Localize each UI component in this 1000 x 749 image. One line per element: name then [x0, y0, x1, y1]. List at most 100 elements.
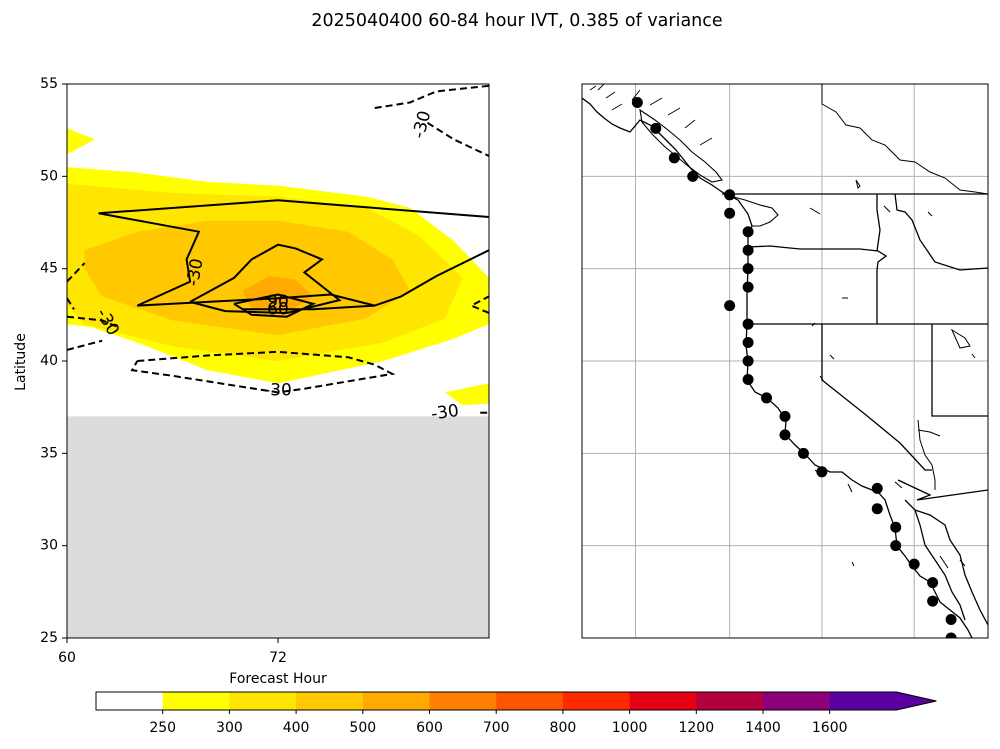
colorbar-cells	[95, 691, 937, 711]
map-axes-frame	[581, 83, 989, 639]
colorbar-tick-label: 1000	[612, 720, 648, 736]
station-point	[797, 447, 809, 459]
contour-line-neg30	[426, 121, 489, 157]
idaho-border	[876, 194, 881, 252]
contour-line-90	[233, 293, 317, 318]
station-point	[927, 595, 939, 607]
california-nevada-border	[821, 324, 932, 471]
contour-line-neg30	[469, 295, 489, 314]
y-tick-label: 25	[40, 630, 58, 646]
colorbar-tick-label: 1200	[678, 720, 714, 736]
idaho-montana-border	[894, 193, 988, 271]
colorbar-ticks: 250 300 400 500 600 700 800 1000 1200 1400 1600	[149, 710, 848, 736]
station-point	[650, 122, 662, 134]
puget-sound	[729, 195, 779, 227]
station-point	[668, 152, 680, 164]
station-point	[742, 244, 754, 256]
colorbar-tick-label: 1400	[745, 720, 781, 736]
baja-gulf-coast	[904, 499, 966, 621]
contour-line-neg30	[130, 350, 396, 394]
colorbar-cell	[429, 692, 497, 710]
filled-contours	[67, 128, 489, 638]
pacific-coastline	[582, 97, 973, 638]
colorbar-cell	[296, 692, 364, 710]
contour-line-neg30	[67, 315, 121, 329]
station-point	[687, 170, 699, 182]
map-panel	[581, 83, 989, 639]
colorbar-tick-label: 600	[416, 720, 443, 736]
colorbar-cell	[496, 692, 564, 710]
vancouver-island	[639, 108, 723, 183]
station-points	[631, 96, 957, 638]
washington-oregon-border	[747, 245, 888, 324]
colorbar-tick-label: 700	[483, 720, 510, 736]
colorbar-tick-label: 400	[283, 720, 310, 736]
station-point	[908, 558, 920, 570]
figure-title: 2025040400 60-84 hour IVT, 0.385 of vari…	[311, 11, 722, 31]
colorbar-cell	[696, 692, 764, 710]
contour-label: -30	[430, 401, 460, 425]
station-point	[779, 429, 791, 441]
contour-label: -30	[183, 257, 208, 288]
station-point	[890, 521, 902, 533]
map-borders	[582, 84, 988, 638]
mexico-sonora-coast	[914, 509, 988, 626]
y-axis-ticks: 25 30 35 40 45 50 55	[40, 76, 67, 646]
contour-label: 90	[267, 292, 289, 312]
filled-contour-250-300	[67, 128, 96, 155]
colorbar-tick-label: 500	[349, 720, 376, 736]
y-tick-label: 30	[40, 538, 58, 554]
utah-border	[931, 324, 988, 417]
station-point	[742, 263, 754, 275]
colorbar-cell	[162, 692, 230, 710]
contour-line-30	[374, 249, 489, 307]
colorbar: 250 300 400 500 600 700 800 1000 1200 1400 1600	[95, 691, 937, 736]
colorbar-cell	[362, 692, 430, 710]
colorbar-cell	[629, 692, 697, 710]
map-gridlines	[582, 84, 988, 638]
station-point	[890, 540, 902, 552]
colorbar-extend-arrow	[829, 692, 937, 710]
colorbar-cell	[562, 692, 631, 710]
station-point	[945, 614, 957, 626]
contour-line-60	[189, 243, 342, 315]
colorbar-tick-label: 250	[149, 720, 176, 736]
station-point	[945, 632, 957, 638]
colorbar-cell	[229, 692, 297, 710]
colorbar-tick-label: 300	[216, 720, 243, 736]
station-point	[631, 96, 643, 108]
colorbar-tick-label: 800	[550, 720, 577, 736]
colorbar-cell	[763, 692, 831, 710]
filled-contour-400-500	[84, 220, 410, 336]
contour-label: 60	[267, 299, 289, 319]
y-tick-label: 35	[40, 445, 58, 461]
station-point	[779, 410, 791, 422]
canada-province-border	[821, 84, 988, 195]
station-point	[724, 189, 736, 201]
station-point	[871, 482, 883, 494]
station-point	[871, 503, 883, 515]
arizona-border	[917, 419, 936, 490]
missing-data-region	[67, 416, 489, 638]
station-point	[816, 466, 828, 478]
filled-contour-250-300	[445, 383, 489, 406]
contour-line-30	[98, 212, 375, 311]
station-point	[761, 392, 773, 404]
station-point	[742, 337, 754, 349]
contour-lines	[67, 84, 489, 414]
x-axis-ticks: 60 72	[58, 638, 287, 666]
contour-line-neg30	[67, 339, 103, 351]
us-mexico-border	[897, 479, 988, 501]
y-axis-label: Latitude	[13, 333, 29, 391]
contour-line-neg30	[67, 297, 75, 310]
station-point	[742, 355, 754, 367]
x-tick-label: 60	[58, 650, 76, 666]
y-tick-label: 40	[40, 353, 58, 369]
station-point	[742, 226, 754, 238]
colorbar-cell	[96, 692, 164, 710]
y-tick-label: 55	[40, 76, 58, 92]
station-point	[742, 281, 754, 293]
y-tick-label: 45	[40, 261, 58, 277]
